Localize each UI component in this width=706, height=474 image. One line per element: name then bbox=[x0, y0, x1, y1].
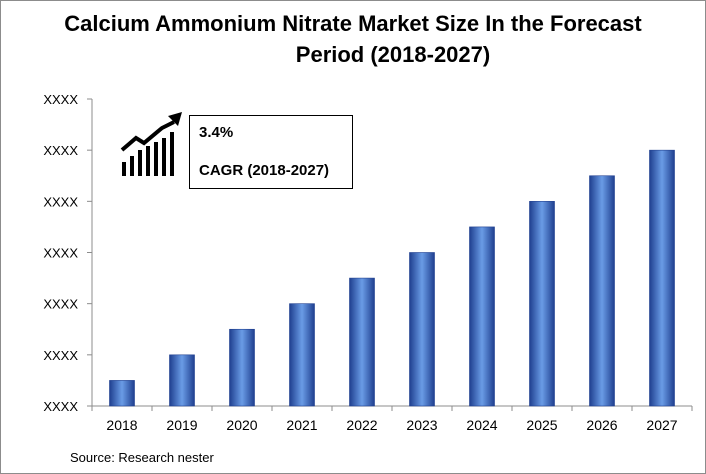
x-tick-label-2022: 2022 bbox=[346, 417, 377, 433]
chart-title: Calcium Ammonium Nitrate Market Size In … bbox=[0, 8, 706, 70]
x-tick-label-2027: 2027 bbox=[646, 417, 677, 433]
x-tick-label-2020: 2020 bbox=[226, 417, 257, 433]
y-tick-label: XXXX bbox=[43, 194, 78, 209]
x-tick-label-2018: 2018 bbox=[106, 417, 137, 433]
x-tick-label-2026: 2026 bbox=[586, 417, 617, 433]
bar-2021 bbox=[289, 303, 315, 407]
bar-2026 bbox=[589, 175, 615, 407]
y-tick-label: XXXX bbox=[43, 348, 78, 363]
x-tick-label-2024: 2024 bbox=[466, 417, 497, 433]
y-tick-label: XXXX bbox=[43, 399, 78, 414]
growth-chart-icon bbox=[118, 110, 186, 183]
source-note: Source: Research nester bbox=[70, 450, 214, 465]
cagr-callout: 3.4% CAGR (2018-2027) bbox=[189, 115, 353, 189]
y-tick-label: XXXX bbox=[43, 92, 78, 107]
x-tick-label-2025: 2025 bbox=[526, 417, 557, 433]
x-tick-label-2021: 2021 bbox=[286, 417, 317, 433]
y-tick-label: XXXX bbox=[43, 297, 78, 312]
y-tick-label: XXXX bbox=[43, 246, 78, 261]
bar-2022 bbox=[349, 277, 375, 407]
chart-title-line2: Period (2018-2027) bbox=[295, 42, 491, 67]
bar-2023 bbox=[409, 252, 435, 407]
bar-2020 bbox=[229, 328, 255, 407]
bar-2024 bbox=[469, 226, 495, 407]
cagr-value: 3.4% bbox=[199, 124, 234, 141]
bar-2018 bbox=[109, 380, 135, 407]
y-tick-label: XXXX bbox=[43, 143, 78, 158]
x-tick-label-2019: 2019 bbox=[166, 417, 197, 433]
bar-2027 bbox=[649, 149, 675, 407]
bar-2025 bbox=[529, 201, 555, 407]
x-tick-label-2023: 2023 bbox=[406, 417, 437, 433]
cagr-label: CAGR (2018-2027) bbox=[199, 162, 330, 179]
chart-title-line1: Calcium Ammonium Nitrate Market Size In … bbox=[64, 11, 642, 36]
bar-2019 bbox=[169, 354, 195, 407]
